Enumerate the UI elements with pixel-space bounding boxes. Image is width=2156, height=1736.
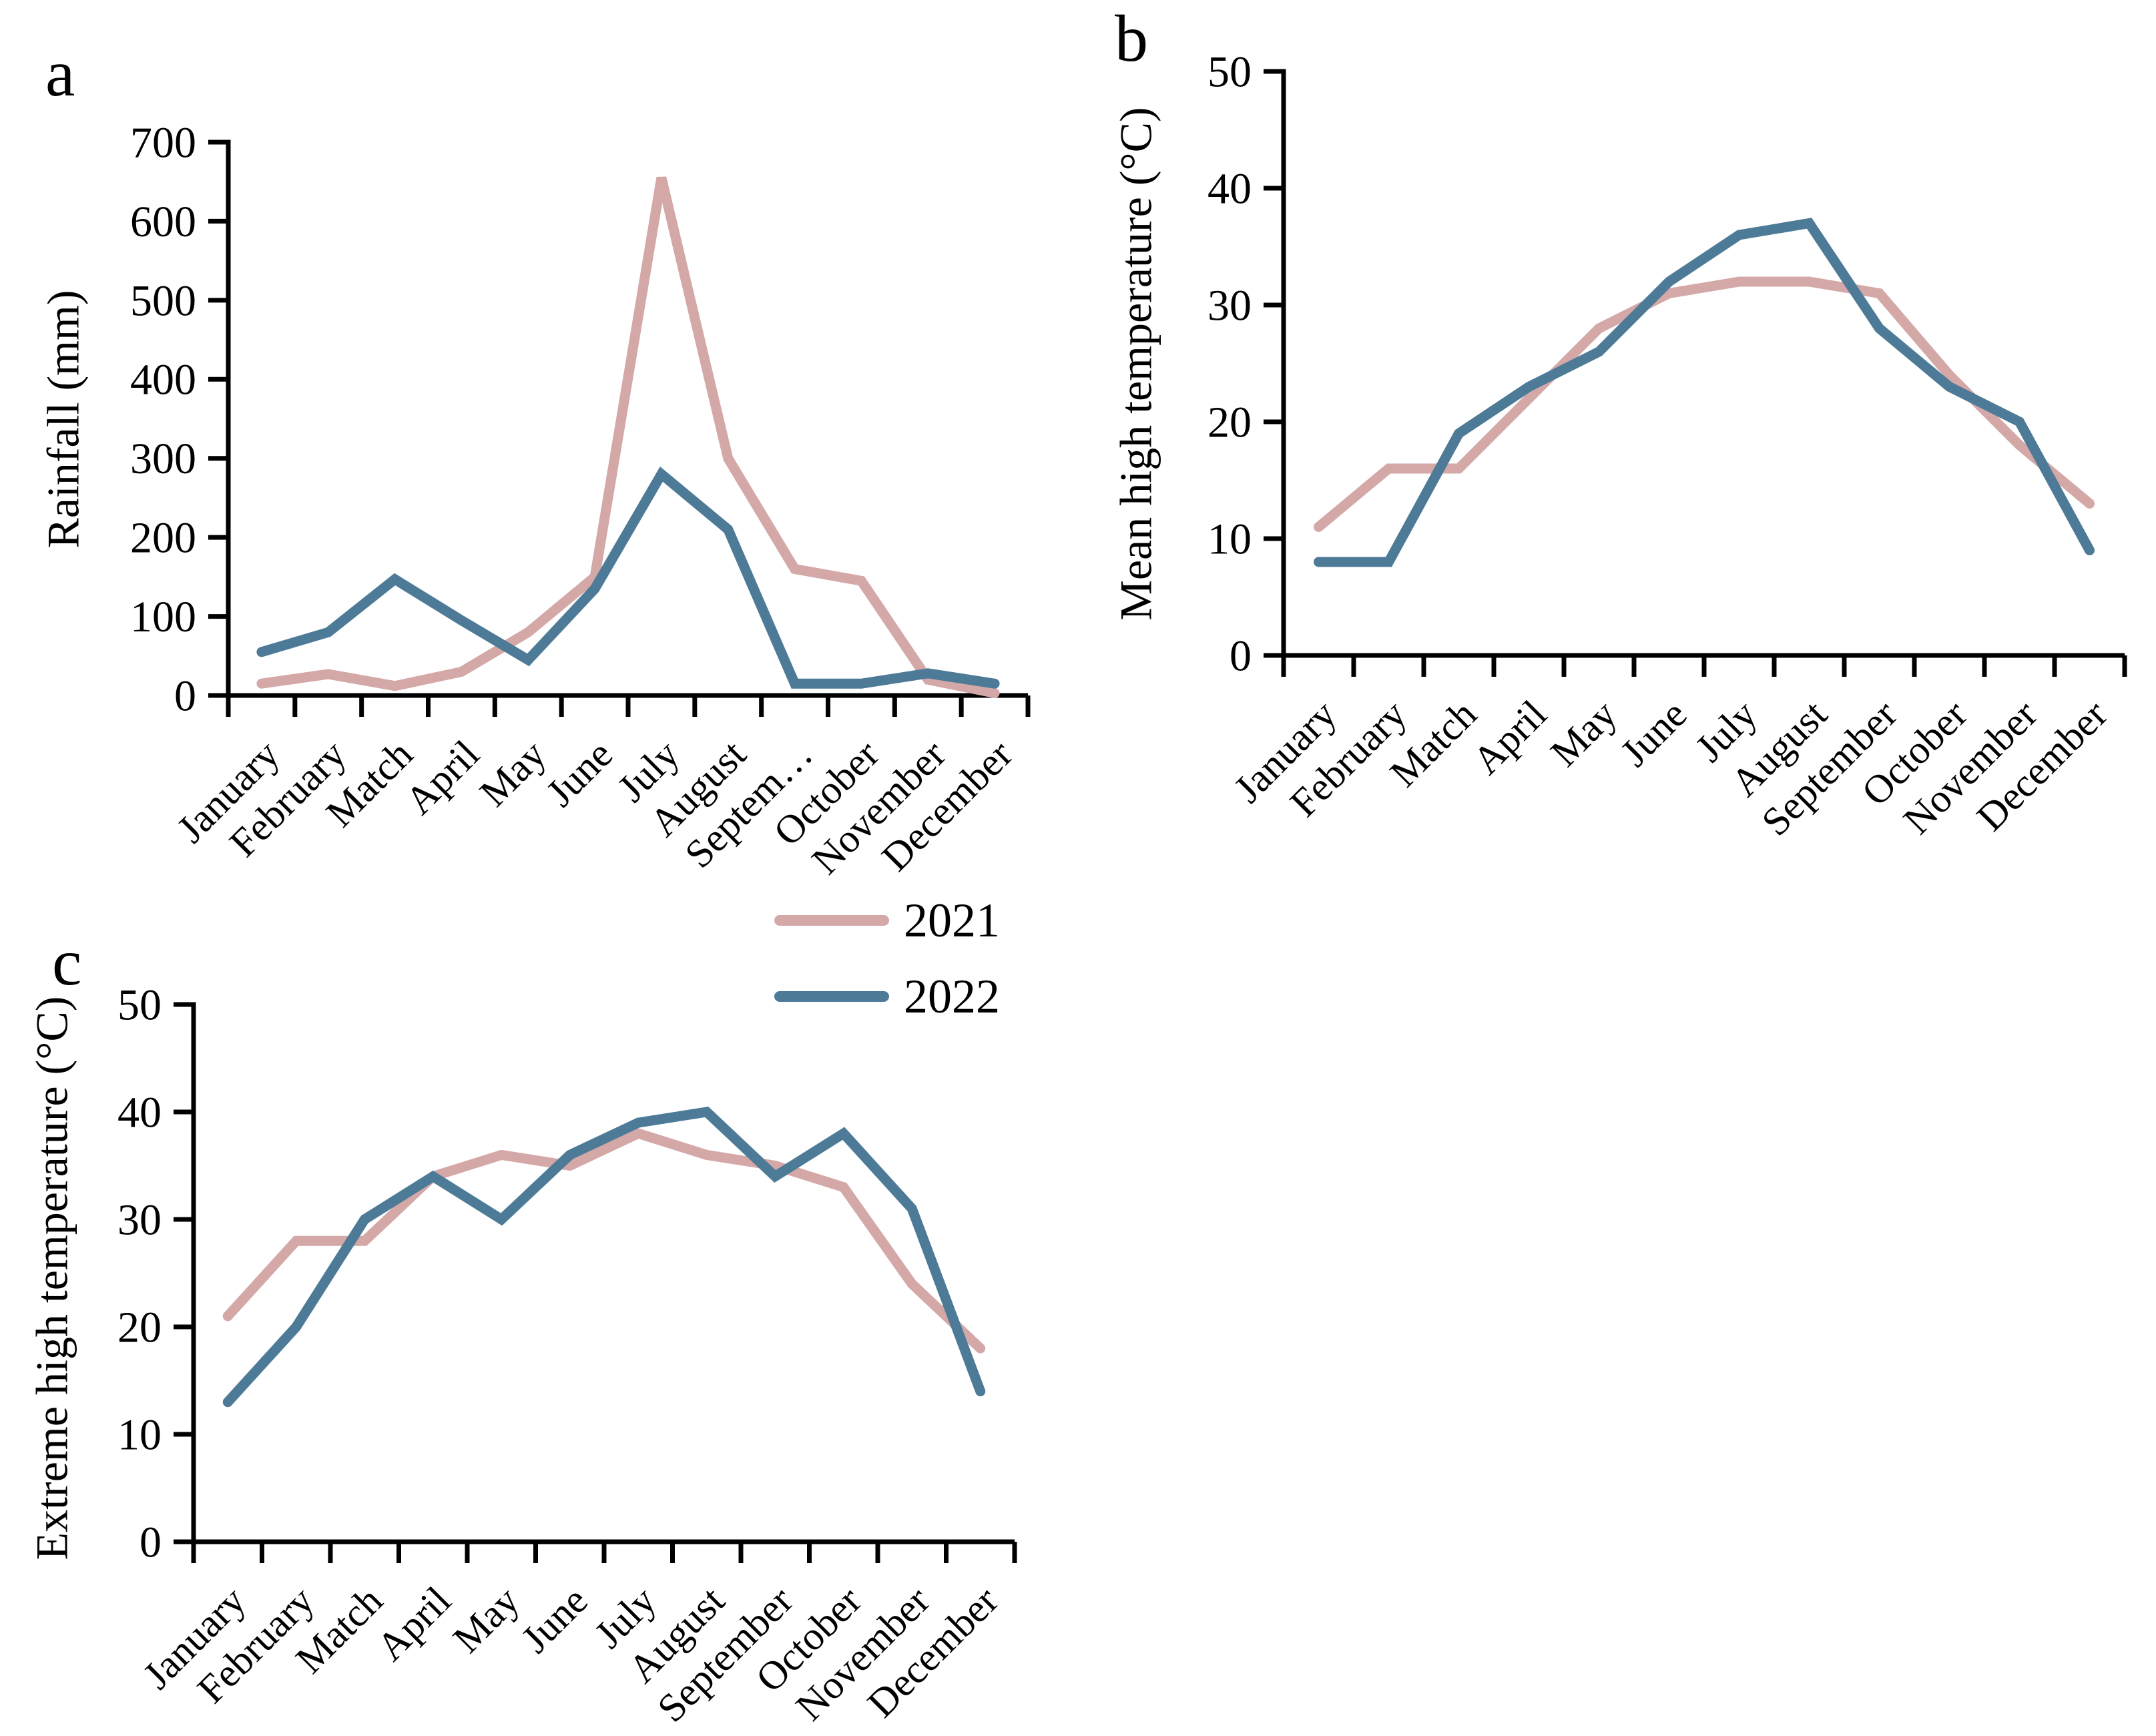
legend-item-2021: 2021 (774, 882, 1000, 958)
series-2022-line-c (222, 1107, 986, 1408)
x-category-label: April (396, 732, 487, 823)
legend: 2021 2022 (774, 882, 1000, 1035)
y-tick-label: 30 (117, 1195, 162, 1244)
y-tick-label: 0 (140, 1518, 162, 1566)
category-labels-c: JanuaryFebruaryMatchAprilMayJuneJulyAugu… (135, 1578, 1007, 1730)
y-tick-label: 40 (117, 1088, 162, 1137)
series-2022-line-b (1314, 218, 2095, 567)
axes-c: 0 10 20 30 40 50 (117, 980, 1017, 1566)
y-tick-label: 50 (117, 980, 162, 1029)
y-tick-label: 500 (130, 276, 196, 325)
chart-b-plot: 0 10 20 30 40 50 JanuaryFebruaryMatchAprilMayJ… (1207, 47, 2127, 844)
panel-letter-b: b (1115, 1, 1148, 75)
y-tick-label: 50 (1207, 47, 1252, 96)
y-tick-label: 300 (130, 435, 196, 483)
chart-a-plot: 0 100 200 300 400 500 600 700 JanuaryFebruaryMat… (130, 118, 1031, 882)
x-category-label: May (1542, 692, 1625, 775)
x-category-label: June (538, 732, 621, 815)
chart-c-plot: 0 10 20 30 40 50 JanuaryFebruaryMatchAprilMayJ… (117, 980, 1017, 1731)
y-tick-label: 100 (130, 593, 196, 641)
x-category-label: April (368, 1578, 459, 1669)
y-tick-label: 600 (130, 198, 196, 246)
y-tick-label: 0 (1230, 631, 1252, 680)
x-category-label: June (1612, 692, 1695, 775)
y-tick-label: 30 (1207, 281, 1252, 330)
axes-a: 0 100 200 300 400 500 600 700 (130, 118, 1031, 720)
panel-letter-a: a (45, 36, 75, 110)
y-tick-label: 20 (117, 1303, 162, 1352)
axes-b: 0 10 20 30 40 50 (1207, 47, 2127, 680)
legend-item-2022: 2022 (774, 958, 1000, 1035)
category-labels-a: JanuaryFebruaryMatchAprilMayJuneJulyAugu… (168, 732, 1021, 882)
panel-letter-c: c (52, 925, 82, 999)
panel-b: b Mean high temperature (°C) 0 10 20 30 40 50… (1095, 0, 2156, 934)
series-2021-line-b (1314, 276, 2095, 532)
legend-line-2021-icon (774, 915, 889, 926)
y-tick-label: 700 (130, 118, 196, 167)
category-labels-b: JanuaryFebruaryMatchAprilMayJuneJulyAugu… (1226, 691, 2116, 844)
y-tick-label: 200 (130, 514, 196, 563)
x-category-label: May (445, 1578, 527, 1661)
legend-line-2022-icon (774, 991, 889, 1002)
y-tick-label: 10 (1207, 515, 1252, 563)
series-2021-line-a (256, 176, 1000, 698)
panel-c: c Extreme high temperature (°C) 0 10 20 30 4… (13, 888, 1055, 1736)
panel-a: a Rainfall (mm) 0 100 200 300 400 500 600 700 Ja… (20, 27, 1061, 928)
y-tick-label: 400 (130, 356, 196, 404)
legend-label-2022: 2022 (904, 970, 1000, 1023)
x-category-label: June (513, 1578, 596, 1661)
y-tick-label: 20 (1207, 398, 1252, 447)
x-category-label: May (471, 732, 554, 815)
y-tick-label: 0 (174, 671, 196, 720)
series-2022-line-a (256, 466, 1000, 689)
legend-label-2021: 2021 (904, 894, 1000, 947)
y-tick-label: 10 (117, 1410, 162, 1459)
y-tick-label: 40 (1207, 164, 1252, 213)
x-category-label: April (1464, 692, 1555, 783)
